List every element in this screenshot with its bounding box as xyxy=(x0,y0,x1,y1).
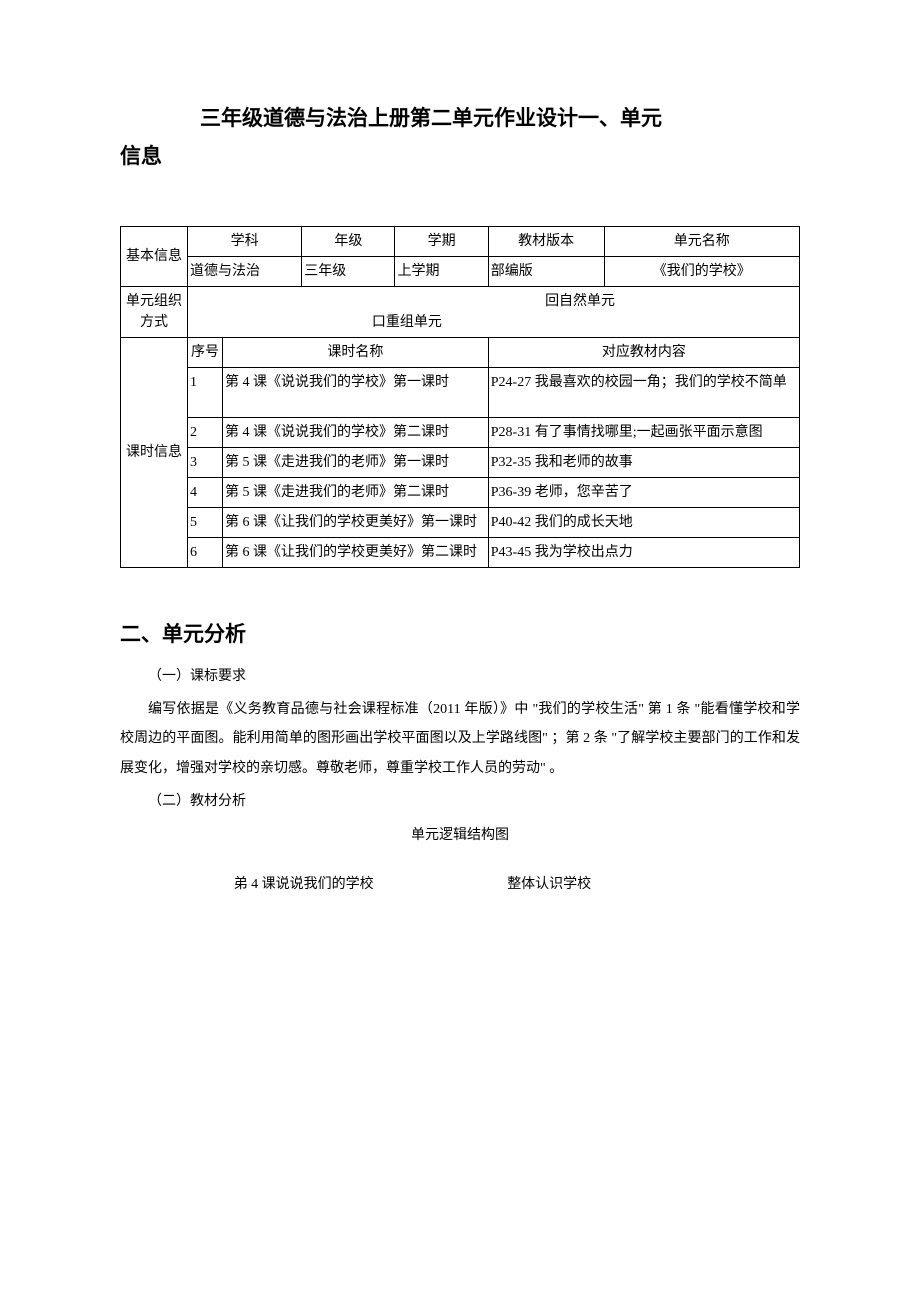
content-3: P32-35 我和老师的故事 xyxy=(488,447,799,477)
unit-info-table: 基本信息 学科 年级 学期 教材版本 单元名称 道德与法治 三年级 上学期 部编… xyxy=(120,226,800,568)
header-unitname: 单元名称 xyxy=(604,226,800,256)
org-option-regroup: 口重组单元 xyxy=(342,312,645,333)
header-term: 学期 xyxy=(395,226,488,256)
header-edition: 教材版本 xyxy=(488,226,604,256)
name-4: 第 5 课《走进我们的老师》第二课时 xyxy=(223,477,489,507)
section2-sub1: （一）课标要求 xyxy=(120,662,800,691)
section2-para1: 编写依据是《义务教育品德与社会课程标准（2011 年版）》中 "我们的学校生活"… xyxy=(120,695,800,783)
table-row: 4 第 5 课《走进我们的老师》第二课时 P36-39 老师，您辛苦了 xyxy=(121,477,800,507)
diagram-row: 弟 4 课说说我们的学校 整体认识学校 xyxy=(120,870,800,899)
name-1: 第 4 课《说说我们的学校》第一课时 xyxy=(223,367,489,417)
content-5: P40-42 我们的成长天地 xyxy=(488,507,799,537)
value-term: 上学期 xyxy=(395,256,488,286)
table-row: 5 第 6 课《让我们的学校更美好》第一课时 P40-42 我们的成长天地 xyxy=(121,507,800,537)
content-1: P24-27 我最喜欢的校园一角；我们的学校不简单 xyxy=(488,367,799,417)
value-unitname: 《我们的学校》 xyxy=(604,256,800,286)
org-option-natural: 回自然单元 xyxy=(342,291,645,312)
seq-1: 1 xyxy=(188,367,223,417)
content-4: P36-39 老师，您辛苦了 xyxy=(488,477,799,507)
lesson-name-header: 课时名称 xyxy=(223,337,489,367)
page-title-line1: 三年级道德与法治上册第二单元作业设计一、单元 xyxy=(200,100,800,138)
diagram-right: 整体认识学校 xyxy=(487,870,800,899)
org-mode-label: 单元组织方式 xyxy=(121,286,188,337)
header-grade: 年级 xyxy=(302,226,395,256)
seq-4: 4 xyxy=(188,477,223,507)
lesson-info-label: 课时信息 xyxy=(121,337,188,567)
seq-6: 6 xyxy=(188,537,223,567)
name-5: 第 6 课《让我们的学校更美好》第一课时 xyxy=(223,507,489,537)
basic-info-label: 基本信息 xyxy=(121,226,188,286)
table-row: 3 第 5 课《走进我们的老师》第一课时 P32-35 我和老师的故事 xyxy=(121,447,800,477)
section2-heading: 二、单元分析 xyxy=(120,618,800,648)
value-edition: 部编版 xyxy=(488,256,604,286)
content-6: P43-45 我为学校出点力 xyxy=(488,537,799,567)
lesson-content-header: 对应教材内容 xyxy=(488,337,799,367)
name-6: 第 6 课《让我们的学校更美好》第二课时 xyxy=(223,537,489,567)
table-row: 2 第 4 课《说说我们的学校》第二课时 P28-31 有了事情找哪里;一起画张… xyxy=(121,417,800,447)
seq-5: 5 xyxy=(188,507,223,537)
name-2: 第 4 课《说说我们的学校》第二课时 xyxy=(223,417,489,447)
org-mode-cell: 回自然单元 口重组单元 xyxy=(188,286,800,337)
seq-2: 2 xyxy=(188,417,223,447)
value-grade: 三年级 xyxy=(302,256,395,286)
seq-3: 3 xyxy=(188,447,223,477)
section2-caption: 单元逻辑结构图 xyxy=(120,821,800,850)
header-subject: 学科 xyxy=(188,226,302,256)
section2-sub2: （二）教材分析 xyxy=(120,787,800,816)
name-3: 第 5 课《走进我们的老师》第一课时 xyxy=(223,447,489,477)
content-2: P28-31 有了事情找哪里;一起画张平面示意图 xyxy=(488,417,799,447)
seq-header: 序号 xyxy=(188,337,223,367)
diagram-left: 弟 4 课说说我们的学校 xyxy=(120,870,487,899)
table-row: 1 第 4 课《说说我们的学校》第一课时 P24-27 我最喜欢的校园一角；我们… xyxy=(121,367,800,417)
page-title-line2: 信息 xyxy=(120,138,800,176)
table-row: 6 第 6 课《让我们的学校更美好》第二课时 P43-45 我为学校出点力 xyxy=(121,537,800,567)
value-subject: 道德与法治 xyxy=(188,256,302,286)
